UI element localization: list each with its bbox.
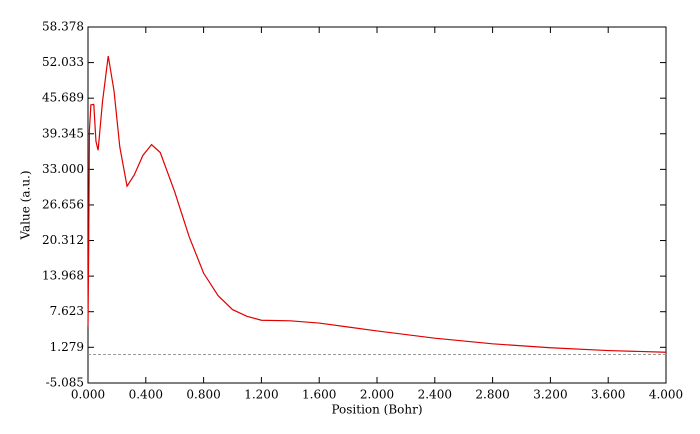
y-tick-label: 13.968 bbox=[42, 269, 84, 283]
x-tick-label: 2.000 bbox=[360, 388, 394, 402]
y-tick-label: 58.378 bbox=[42, 20, 84, 34]
data-line bbox=[87, 55, 667, 353]
y-tick-label: 39.345 bbox=[42, 126, 84, 140]
y-tick-label: 1.279 bbox=[50, 340, 84, 354]
x-tick-label: 0.400 bbox=[129, 388, 163, 402]
x-tick-label: 1.600 bbox=[302, 388, 336, 402]
y-tick-label: 45.689 bbox=[42, 91, 84, 105]
y-tick-label: 52.033 bbox=[42, 55, 84, 69]
y-tick-label: 7.623 bbox=[50, 304, 84, 318]
plot-frame bbox=[87, 26, 667, 384]
y-tick-label: 20.312 bbox=[42, 233, 84, 247]
x-tick-label: 0.800 bbox=[186, 388, 220, 402]
x-tick-label: 0.000 bbox=[71, 388, 105, 402]
x-tick-label: 2.400 bbox=[418, 388, 452, 402]
x-tick-label: 3.200 bbox=[533, 388, 567, 402]
y-tick-label: 33.000 bbox=[42, 162, 84, 176]
y-axis-label: Value (a.u.) bbox=[19, 170, 33, 240]
x-tick-label: 3.600 bbox=[591, 388, 625, 402]
x-tick-label: 4.000 bbox=[649, 388, 683, 402]
y-tick-label: 26.656 bbox=[42, 197, 84, 211]
y-tick-label: -5.085 bbox=[46, 376, 84, 390]
x-tick-label: 1.200 bbox=[244, 388, 278, 402]
x-tick-label: 2.800 bbox=[475, 388, 509, 402]
x-axis-label: Position (Bohr) bbox=[331, 403, 422, 417]
